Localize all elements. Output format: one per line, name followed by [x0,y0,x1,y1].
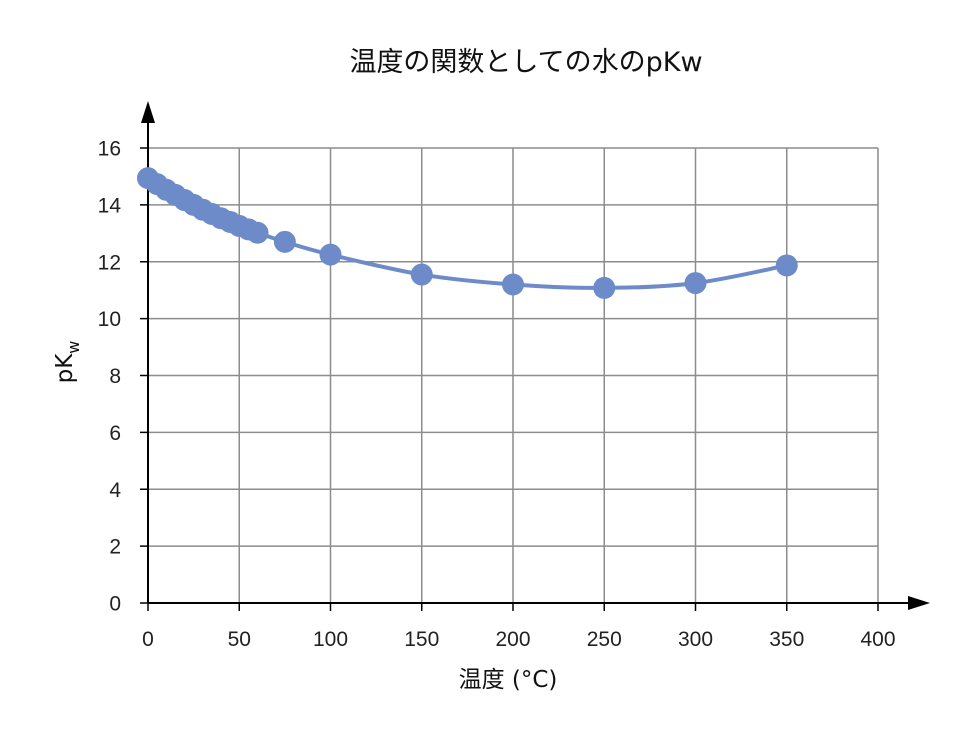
x-tick-label: 50 [228,628,251,651]
x-tick-label: 300 [678,628,713,651]
x-tick-label: 350 [769,628,804,651]
y-axis-title: pKw [52,341,83,384]
x-tick-label: 250 [587,628,622,651]
y-axis-title-main: pK [52,353,78,384]
y-tick-label: 8 [109,365,121,388]
data-point [502,273,524,296]
y-tick-label: 2 [109,536,121,559]
data-point [593,276,616,299]
x-tick-label: 200 [495,628,530,651]
grid [148,147,879,603]
x-axis-title: 温度 (°C) [459,667,558,693]
y-tick-label: 14 [98,194,122,217]
y-tick-label: 12 [98,251,121,274]
y-axis-title-subscript: w [64,341,83,354]
axes [141,101,930,610]
data-point [410,263,433,286]
data-point [319,243,342,266]
y-tick-label: 0 [109,593,121,616]
y-tick-labels: 0 2 4 6 8 10 12 14 16 [98,138,148,616]
chart-title: 温度の関数としての水のpKw [349,47,702,78]
x-tick-label: 100 [313,628,348,651]
data-point [273,230,296,253]
data-point [775,254,798,277]
y-axis-arrow-icon [141,101,155,123]
data-points [137,167,798,299]
x-tick-labels: 0 50 100 150 200 250 300 350 400 [142,603,896,651]
x-tick-label: 0 [142,628,154,651]
data-point [684,272,707,295]
y-tick-label: 4 [109,479,121,502]
x-axis-arrow-icon [908,596,930,610]
y-tick-label: 16 [98,138,121,161]
y-tick-label: 10 [98,308,121,331]
y-tick-label: 6 [109,422,121,445]
x-tick-label: 150 [404,628,439,651]
x-tick-label: 400 [860,628,895,651]
data-point [246,221,269,244]
